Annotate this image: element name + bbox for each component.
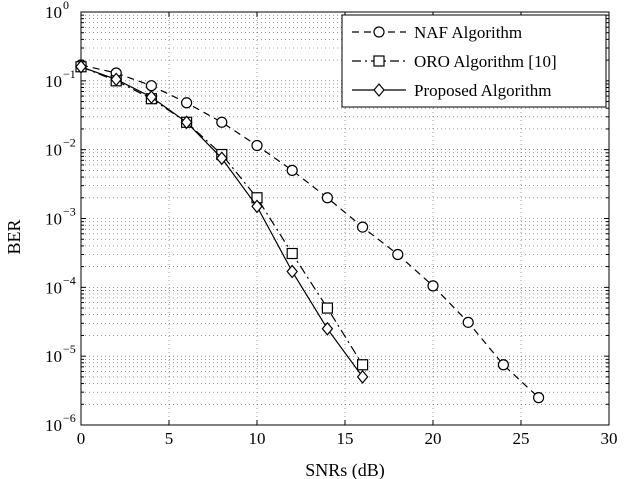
data-point <box>427 280 439 292</box>
series-circle <box>75 59 545 404</box>
series-group <box>75 59 545 404</box>
y-tick-label: 10 <box>45 278 62 297</box>
legend-label: NAF Algorithm <box>414 23 522 42</box>
data-point <box>251 139 263 152</box>
legend-label: ORO Algorithm [10] <box>414 52 557 71</box>
data-point <box>497 359 509 371</box>
x-tick-label: 30 <box>601 429 618 448</box>
x-tick-label: 25 <box>513 429 530 448</box>
y-tick-label: 10 <box>45 210 62 229</box>
y-axis-label: BER <box>4 219 24 254</box>
legend-label: Proposed Algorithm <box>414 81 551 100</box>
data-point <box>180 115 193 130</box>
x-tick-label: 0 <box>77 429 86 448</box>
y-tick-exponent: 0 <box>63 0 69 12</box>
x-tick-label: 10 <box>249 429 266 448</box>
y-tick-label: 10 <box>45 141 62 160</box>
data-point <box>145 80 157 92</box>
series-line <box>80 66 364 366</box>
y-tick-label: 10 <box>45 3 62 22</box>
y-tick-label: 10 <box>45 72 62 91</box>
data-point <box>75 59 87 74</box>
y-tick-exponent: −5 <box>63 342 76 356</box>
data-point <box>110 72 122 87</box>
legend-entry: NAF Algorithm <box>352 23 522 42</box>
legend-marker <box>373 26 385 38</box>
legend-entry: ORO Algorithm [10] <box>352 52 557 71</box>
data-point <box>356 369 369 384</box>
data-point <box>532 392 545 404</box>
data-point <box>216 151 228 166</box>
y-tick-label: 10 <box>45 347 62 366</box>
data-point <box>286 264 298 279</box>
data-point <box>321 321 334 336</box>
legend: NAF Algorithm ORO Algorithm [10] Proposed … <box>341 14 607 108</box>
y-tick-exponent: −1 <box>63 67 76 81</box>
data-point <box>286 247 298 260</box>
y-tick-exponent: −2 <box>63 136 76 150</box>
data-point <box>357 221 369 233</box>
legend-marker <box>373 55 385 67</box>
y-tick-exponent: −4 <box>63 273 76 287</box>
series-line <box>80 64 540 399</box>
data-point <box>286 164 298 176</box>
data-point <box>321 302 333 314</box>
x-tick-label: 20 <box>425 429 442 448</box>
x-tick-label: 15 <box>337 429 354 448</box>
data-point <box>251 199 263 214</box>
x-tick-label: 5 <box>165 429 174 448</box>
series-diamond <box>75 59 369 384</box>
data-point <box>145 90 158 105</box>
data-point <box>392 248 404 261</box>
y-tick-exponent: −6 <box>63 411 76 425</box>
x-axis-label: SNRs (dB) <box>305 460 385 479</box>
y-tick-exponent: −3 <box>63 205 76 219</box>
data-point <box>357 359 369 371</box>
y-tick-label: 10 <box>45 416 62 435</box>
data-point <box>181 97 193 109</box>
data-point <box>321 192 333 204</box>
data-point <box>462 316 474 328</box>
data-point <box>216 116 228 128</box>
legend-entry: Proposed Algorithm <box>352 81 551 100</box>
legend-marker <box>373 83 385 97</box>
